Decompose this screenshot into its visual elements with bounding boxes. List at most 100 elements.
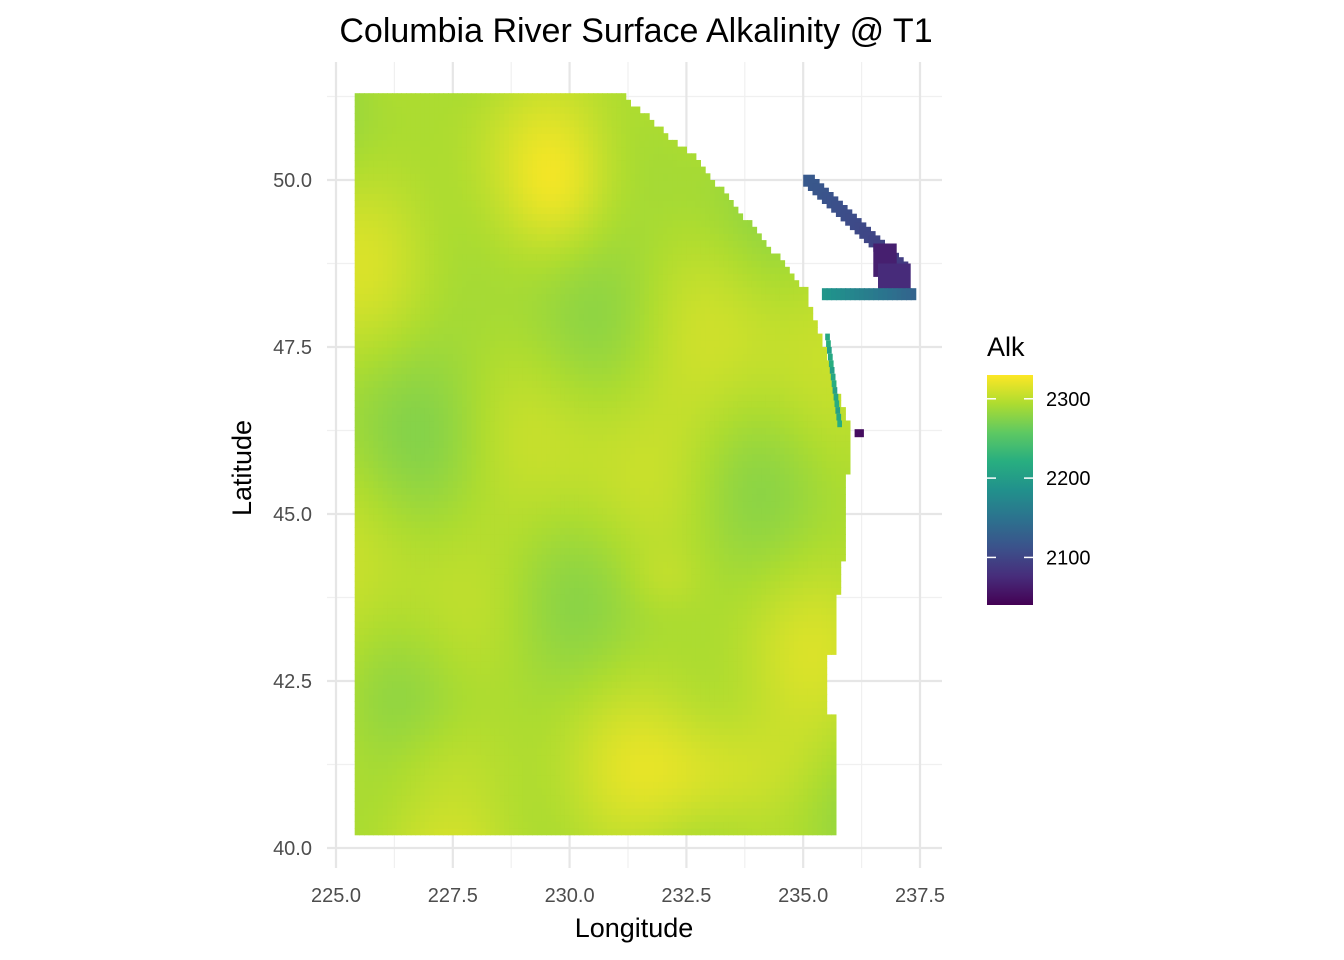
- heatmap-cell: [438, 767, 445, 776]
- heatmap-cell: [368, 774, 374, 782]
- heatmap-cell: [793, 667, 800, 675]
- heatmap-cell: [485, 547, 491, 555]
- heatmap-cell: [686, 741, 692, 749]
- heatmap-cell: [457, 534, 463, 542]
- heatmap-cell: [434, 734, 440, 742]
- heatmap-cell: [527, 681, 533, 689]
- heatmap-cell: [714, 607, 720, 615]
- heatmap-cell: [536, 767, 543, 776]
- heatmap-cell: [630, 714, 636, 722]
- heatmap-cell: [368, 821, 374, 829]
- heatmap-cell: [644, 747, 650, 756]
- heatmap-cell: [471, 781, 477, 789]
- heatmap-cell: [625, 674, 631, 682]
- heatmap-cell: [826, 580, 832, 589]
- heatmap-cell: [462, 794, 468, 802]
- heatmap-cell: [719, 814, 725, 822]
- heatmap-cell: [513, 741, 519, 749]
- heatmap-cell: [434, 701, 440, 709]
- heatmap-cell: [803, 828, 809, 836]
- heatmap-cell: [751, 747, 758, 756]
- heatmap-cell: [583, 580, 589, 589]
- heatmap-cell: [653, 600, 659, 609]
- heatmap-cell: [719, 540, 725, 548]
- heatmap-cell: [789, 694, 795, 702]
- heatmap-cell: [812, 634, 818, 642]
- heatmap-cell: [457, 647, 463, 655]
- heatmap-cell: [625, 647, 631, 655]
- heatmap-cell: [705, 721, 711, 729]
- heatmap-cell: [569, 747, 575, 756]
- heatmap-cell: [667, 560, 673, 569]
- heatmap-cell: [480, 828, 487, 836]
- heatmap-cell: [649, 701, 655, 709]
- heatmap-cell: [424, 527, 431, 535]
- heatmap-cell: [560, 614, 566, 622]
- heatmap-cell: [373, 594, 379, 602]
- heatmap-cell: [728, 801, 734, 809]
- heatmap-cell: [448, 614, 454, 622]
- heatmap-cell: [807, 574, 814, 582]
- heatmap-cell: [476, 774, 482, 782]
- heatmap-cell: [826, 540, 832, 548]
- heatmap-cell: [649, 767, 655, 776]
- heatmap-cell: [462, 807, 468, 816]
- heatmap-cell: [639, 514, 645, 522]
- heatmap-cell: [564, 580, 571, 589]
- heatmap-cell: [466, 681, 473, 689]
- heatmap-cell: [494, 767, 501, 776]
- heatmap-cell: [625, 787, 631, 796]
- heatmap-cell: [826, 814, 832, 822]
- heatmap-cell: [438, 714, 445, 722]
- heatmap-cell: [406, 654, 412, 662]
- heatmap-cell: [747, 547, 753, 555]
- heatmap-cell: [452, 747, 459, 756]
- heatmap-cell: [485, 554, 491, 562]
- heatmap-cell: [359, 560, 365, 569]
- heatmap-cell: [452, 554, 459, 562]
- heatmap-cell: [578, 687, 585, 695]
- heatmap-cell: [784, 801, 790, 809]
- heatmap-cell: [490, 527, 496, 535]
- heatmap-cell: [550, 580, 557, 589]
- heatmap-cell: [546, 527, 552, 535]
- heatmap-cell: [387, 661, 393, 669]
- heatmap-cell: [723, 787, 730, 796]
- heatmap-cell: [765, 734, 772, 742]
- heatmap-cell: [616, 747, 622, 756]
- heatmap-cell: [536, 807, 543, 816]
- heatmap-cell: [719, 627, 725, 635]
- heatmap-cell: [803, 694, 809, 702]
- heatmap-cell: [429, 781, 435, 789]
- heatmap-cell: [742, 607, 748, 615]
- heatmap-cell: [616, 727, 622, 736]
- heatmap-cell: [831, 554, 837, 562]
- heatmap-cell: [574, 721, 580, 729]
- heatmap-cell: [695, 814, 701, 822]
- heatmap-cell: [672, 694, 678, 702]
- heatmap-cell: [513, 821, 519, 829]
- heatmap-cell: [373, 794, 379, 802]
- heatmap-cell: [396, 620, 402, 629]
- heatmap-cell: [621, 527, 627, 535]
- heatmap-cell: [681, 807, 687, 816]
- heatmap-cell: [611, 614, 617, 622]
- heatmap-cell: [630, 727, 636, 736]
- heatmap-cell: [719, 514, 725, 522]
- heatmap-cell: [779, 687, 786, 695]
- heatmap-cell: [583, 554, 589, 562]
- heatmap-cell: [550, 514, 557, 522]
- heatmap-cell: [452, 828, 459, 836]
- heatmap-cell: [574, 574, 580, 582]
- heatmap-cell: [378, 567, 384, 575]
- heatmap-cell: [677, 747, 683, 756]
- heatmap-cell: [550, 634, 557, 642]
- heatmap-cell: [466, 587, 473, 595]
- heatmap-cell: [728, 567, 734, 575]
- heatmap-cell: [733, 534, 739, 542]
- heatmap-cell: [602, 647, 608, 655]
- heatmap-cell: [546, 754, 552, 762]
- heatmap-cell: [457, 514, 463, 522]
- heatmap-cell: [494, 681, 501, 689]
- heatmap-cell: [784, 527, 790, 535]
